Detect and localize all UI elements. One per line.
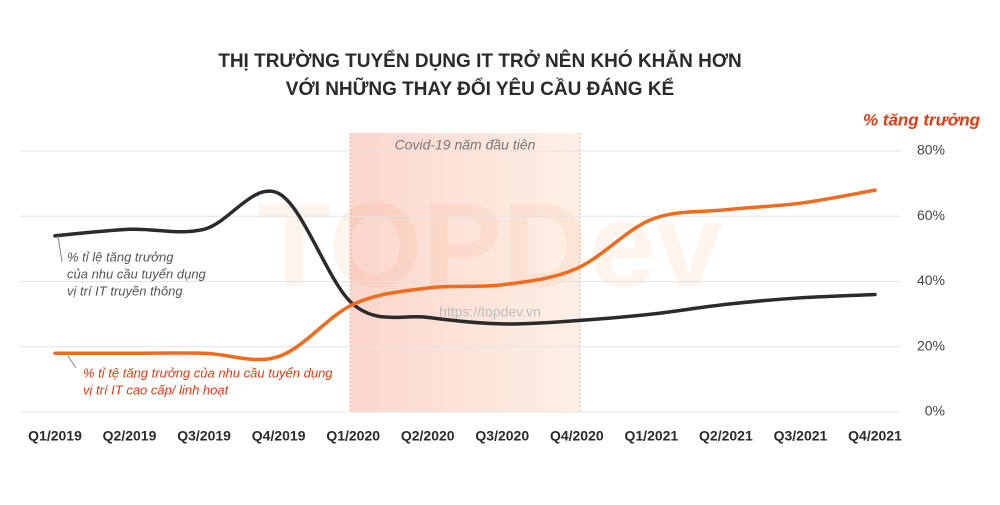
x-tick-label: Q2/2021 bbox=[699, 428, 753, 444]
label-leader bbox=[67, 355, 77, 369]
series-label: của nhu cầu tuyển dụng bbox=[67, 266, 207, 281]
x-tick-label: Q3/2019 bbox=[177, 428, 231, 444]
x-tick-label: Q3/2021 bbox=[774, 428, 828, 444]
x-tick-label: Q1/2019 bbox=[28, 428, 82, 444]
series-label: vị trí IT truyền thông bbox=[67, 283, 183, 298]
y-tick-label: 80% bbox=[917, 142, 945, 158]
x-tick-label: Q4/2021 bbox=[848, 428, 902, 444]
x-tick-label: Q4/2020 bbox=[550, 428, 604, 444]
series-label: vị trí IT cao cấp/ linh hoạt bbox=[83, 382, 230, 397]
watermark-url: https://topdev.vn bbox=[439, 304, 541, 320]
y-tick-label: 0% bbox=[925, 403, 945, 419]
y-tick-label: 40% bbox=[917, 272, 945, 288]
x-tick-label: Q1/2020 bbox=[326, 428, 380, 444]
x-tick-label: Q2/2020 bbox=[401, 428, 455, 444]
label-leader bbox=[57, 235, 63, 263]
x-tick-label: Q2/2019 bbox=[103, 428, 157, 444]
series-label: % tỉ lệ tăng trưởng bbox=[67, 249, 174, 264]
watermark: TOPDev bbox=[258, 179, 723, 313]
y-tick-label: 20% bbox=[917, 337, 945, 353]
chart-title: THỊ TRƯỜNG TUYỂN DỤNG IT TRỞ NÊN KHÓ KHĂ… bbox=[218, 50, 742, 72]
highlight-band bbox=[350, 133, 580, 412]
chart-title: VỚI NHỮNG THAY ĐỔI YÊU CẦU ĐÁNG KỂ bbox=[286, 78, 674, 100]
series-label: % tỉ tệ tăng trưởng của nhu cầu tuyển dụ… bbox=[83, 365, 333, 380]
highlight-label: Covid-19 năm đầu tiên bbox=[395, 137, 536, 153]
series-line bbox=[53, 188, 877, 362]
y-tick-label: 60% bbox=[917, 207, 945, 223]
x-tick-label: Q3/2020 bbox=[475, 428, 529, 444]
x-tick-label: Q4/2019 bbox=[252, 428, 306, 444]
series-line bbox=[53, 189, 877, 326]
y-axis-title: % tăng trưởng bbox=[863, 110, 981, 129]
x-tick-label: Q1/2021 bbox=[625, 428, 679, 444]
